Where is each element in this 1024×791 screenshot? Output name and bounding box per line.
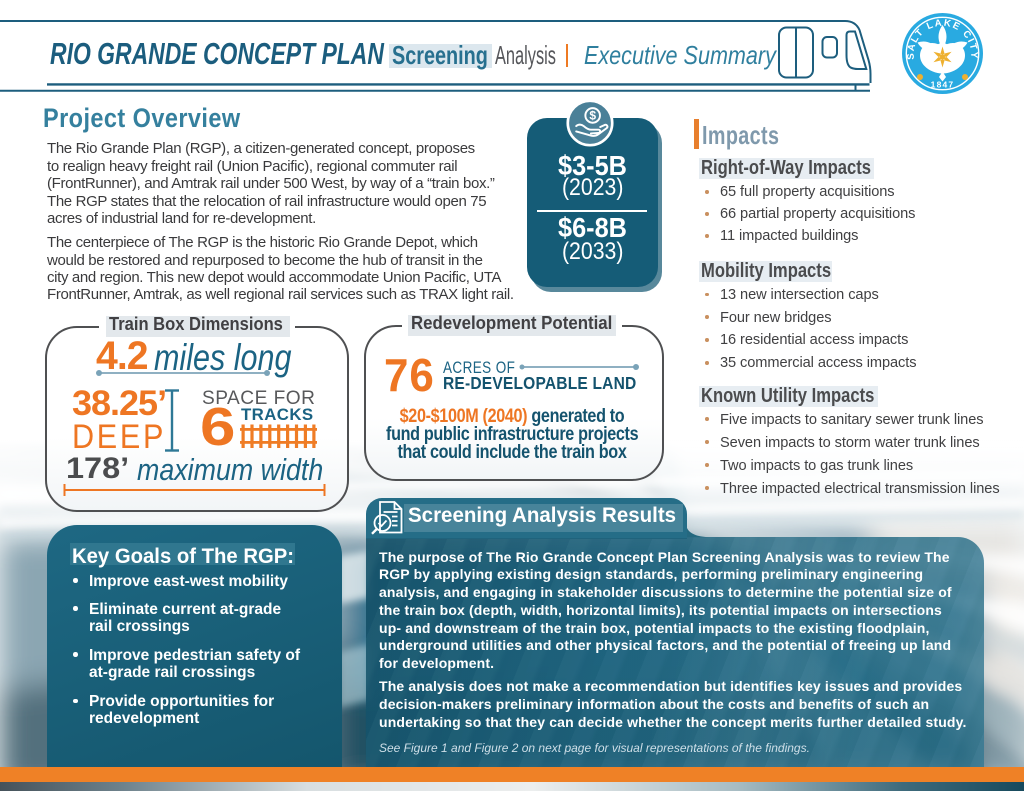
svg-text:$: $: [589, 108, 596, 122]
svg-text:1847: 1847: [931, 80, 955, 90]
